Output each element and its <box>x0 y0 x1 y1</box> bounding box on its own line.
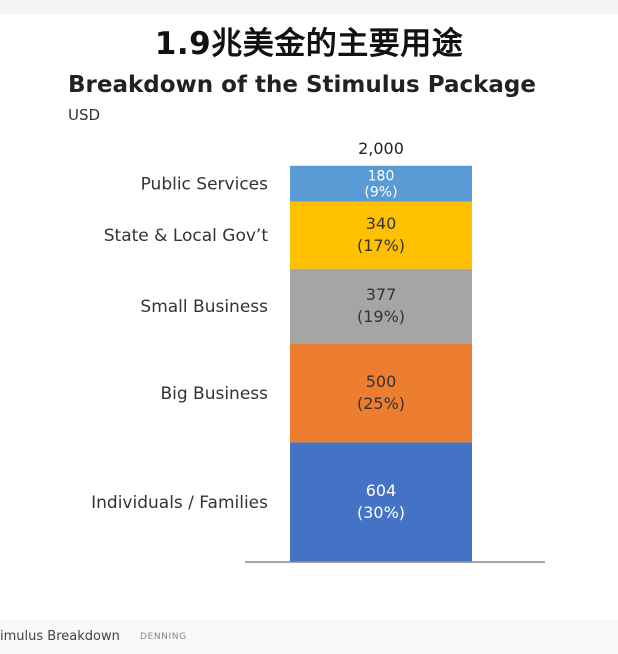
value-label-2: 377 <box>366 285 397 304</box>
percent-label-4: (9%) <box>364 185 397 201</box>
page-title: 1.9兆美金的主要用途 <box>154 26 464 62</box>
bar-segment-0 <box>290 442 472 562</box>
category-label-0: Individuals / Families <box>91 493 268 513</box>
chart-title: Breakdown of the Stimulus Package <box>68 72 536 98</box>
footer-caption: imulus Breakdown <box>0 629 120 644</box>
stacked-bar-chart: 2,000 604 (30%) Individuals / Families 500 (… <box>91 139 545 563</box>
percent-label-2: (19%) <box>357 307 405 326</box>
footer-bar: imulus Breakdown DENNING <box>0 620 618 654</box>
value-label-1: 500 <box>366 372 397 391</box>
footer-credit: DENNING <box>140 632 187 642</box>
category-label-4: Public Services <box>141 175 269 195</box>
percent-label-0: (30%) <box>357 503 405 522</box>
category-label-2: Small Business <box>140 297 268 317</box>
top-band <box>0 0 618 14</box>
percent-label-3: (17%) <box>357 236 405 255</box>
value-label-3: 340 <box>366 214 397 233</box>
percent-label-1: (25%) <box>357 394 405 413</box>
bar-segment-1 <box>290 343 472 443</box>
chart-unit-label: USD <box>68 106 101 124</box>
category-label-3: State & Local Gov’t <box>104 226 269 246</box>
value-label-0: 604 <box>366 481 397 500</box>
bar-segment-3 <box>290 201 472 269</box>
value-label-4: 180 <box>368 169 395 185</box>
total-label: 2,000 <box>358 139 404 158</box>
bar-segment-4 <box>290 165 472 202</box>
bar-segments: 604 (30%) Individuals / Families 500 (25%) Bi… <box>91 165 472 562</box>
bar-segment-2 <box>290 268 472 344</box>
category-label-1: Big Business <box>160 384 268 404</box>
